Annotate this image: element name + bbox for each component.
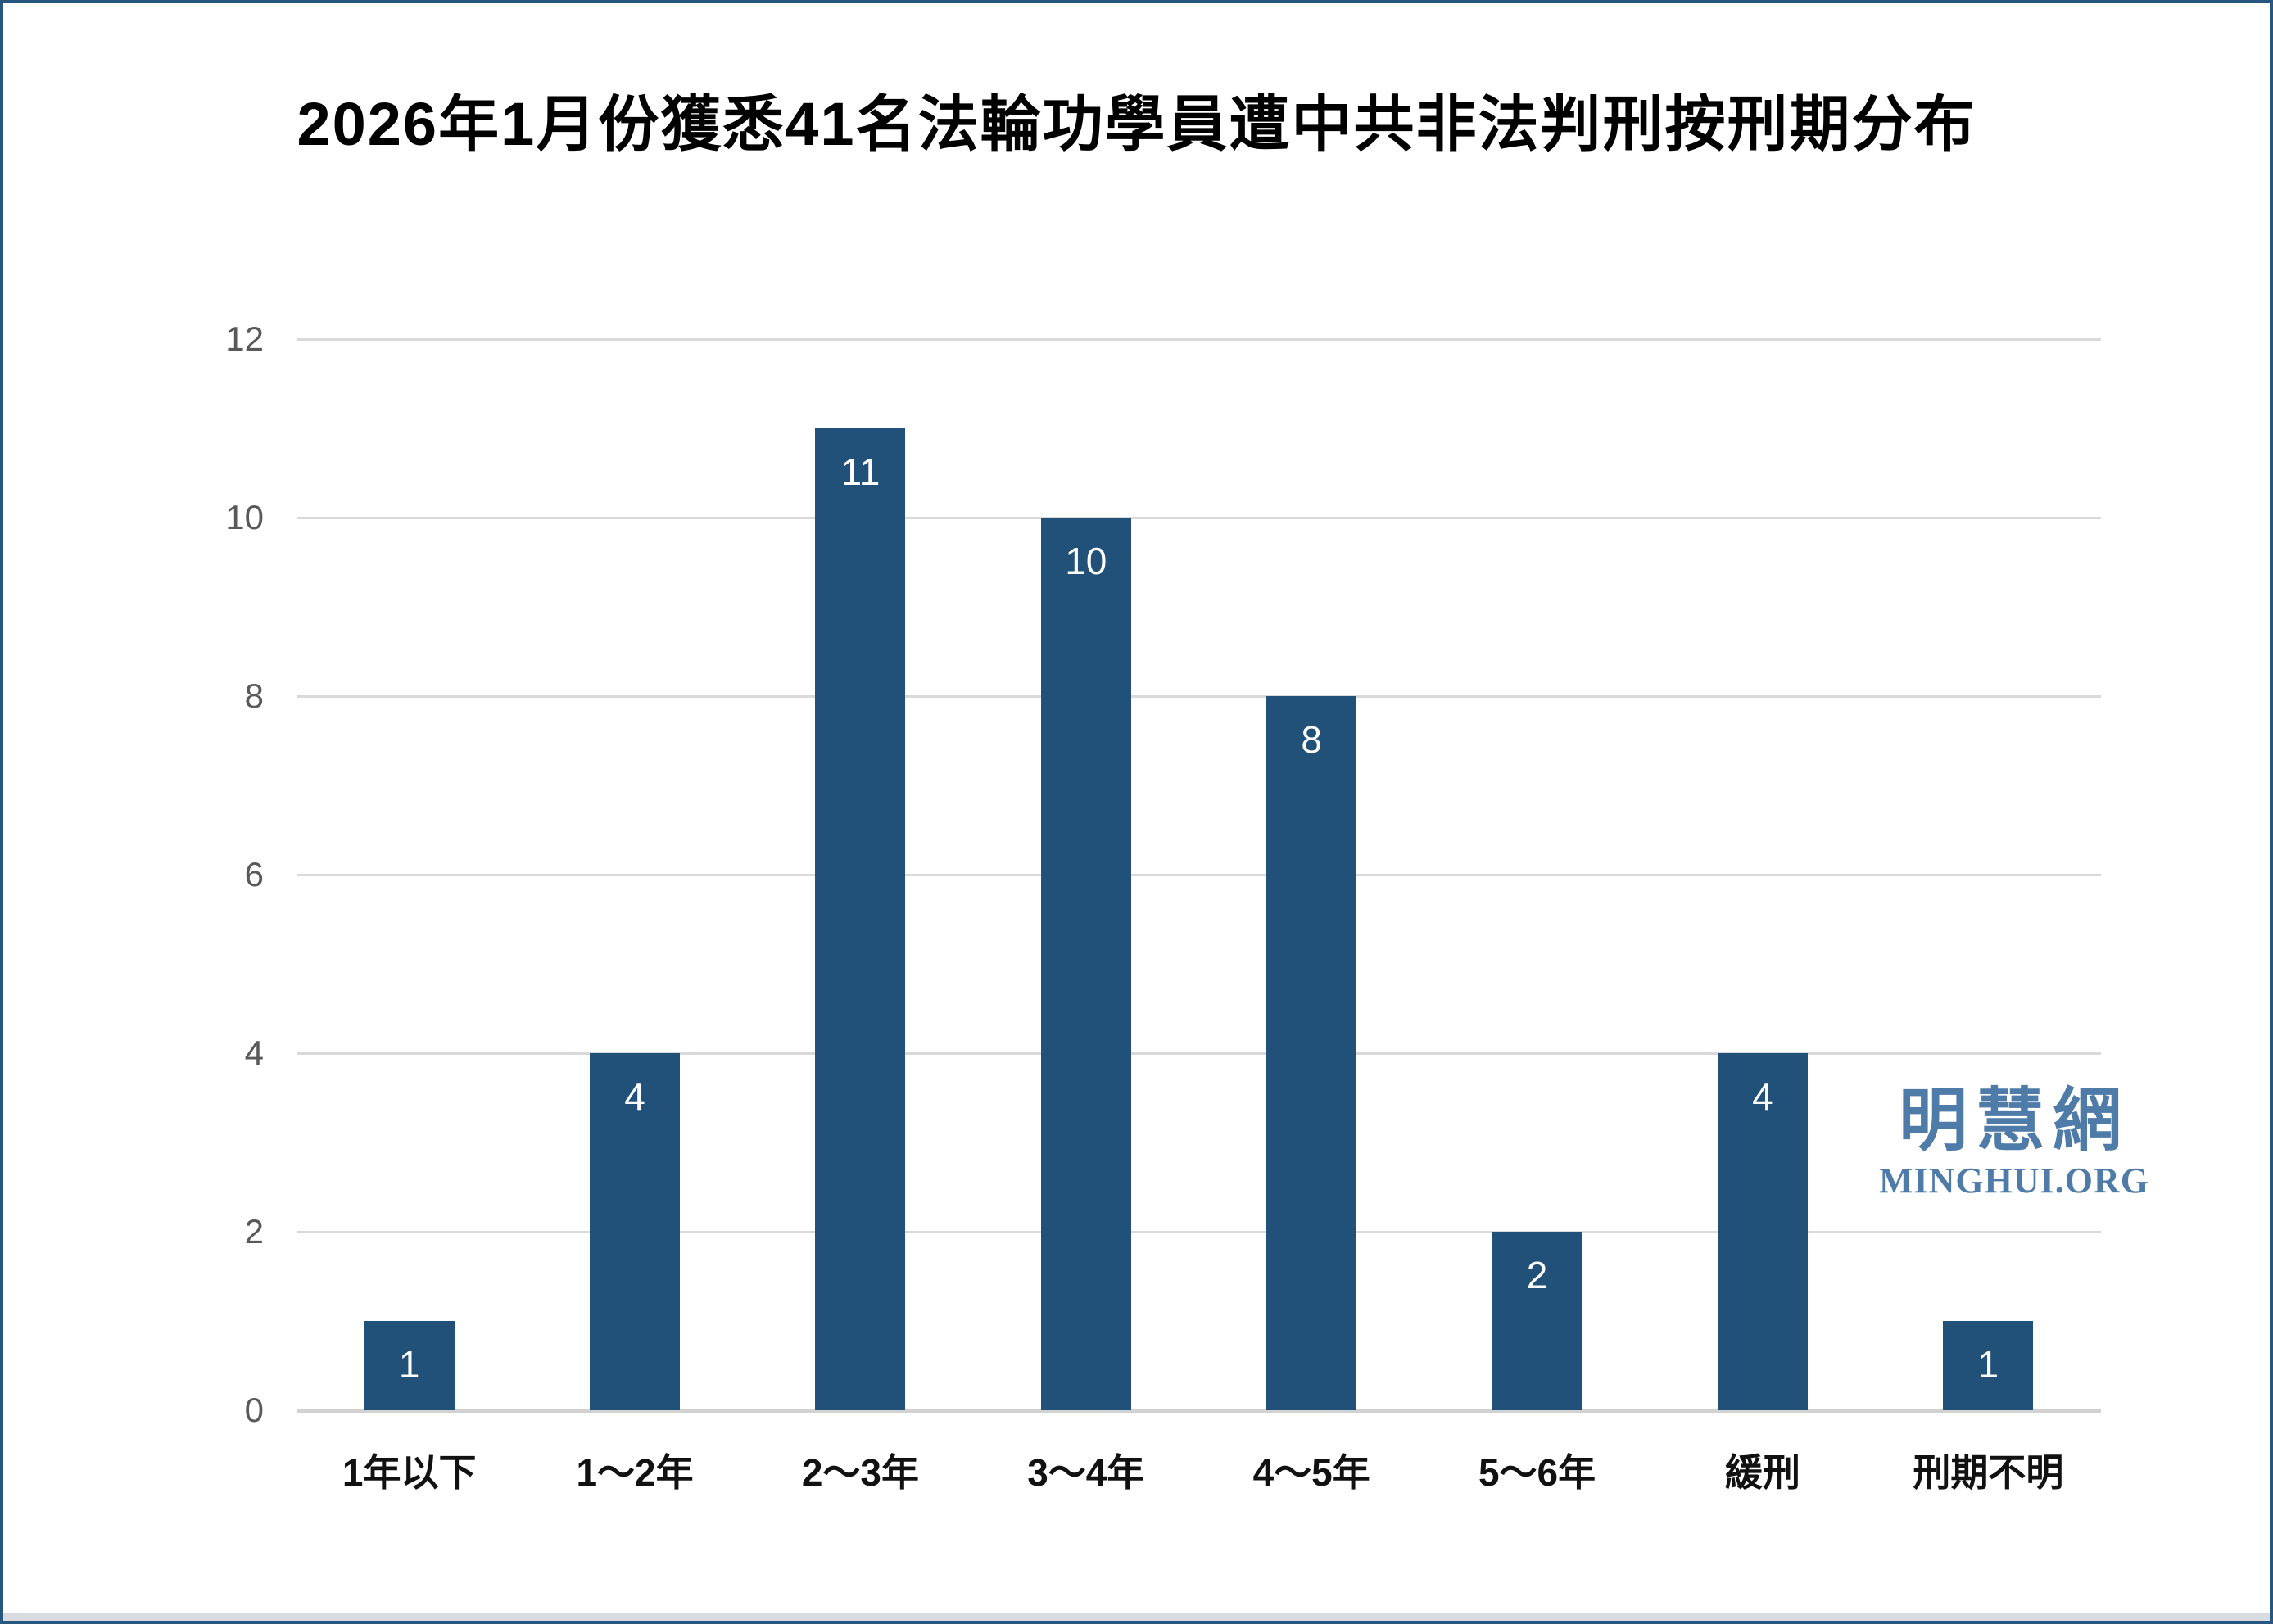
x-tick-label-4: 3～4年 — [1027, 1451, 1145, 1494]
bar-7: 4 — [1717, 1053, 1808, 1410]
x-tick-label-3: 2～3年 — [801, 1451, 920, 1494]
bar-value-label: 4 — [624, 1075, 645, 1118]
bar-3: 11 — [815, 428, 906, 1410]
bar-5: 8 — [1266, 696, 1357, 1410]
y-tick-label-6: 6 — [244, 855, 264, 893]
gridline-10 — [297, 517, 2101, 519]
bar-1: 1 — [364, 1321, 455, 1410]
gridline-8 — [297, 695, 2101, 698]
x-axis-line — [297, 1409, 2101, 1413]
bar-value-label: 10 — [1065, 540, 1107, 582]
bar-value-label: 1 — [1977, 1343, 1999, 1386]
minghui-logo: 明慧網 MINGHUI.ORG — [1879, 1083, 2149, 1201]
y-tick-label-10: 10 — [225, 498, 264, 536]
minghui-logo-cjk: 明慧網 — [1898, 1082, 2130, 1159]
bar-value-label: 8 — [1301, 718, 1322, 761]
gridline-4 — [297, 1052, 2101, 1055]
y-tick-label-0: 0 — [244, 1391, 264, 1429]
x-tick-label-2: 1～2年 — [576, 1451, 694, 1494]
bar-6: 2 — [1492, 1232, 1582, 1410]
bar-2: 4 — [590, 1053, 681, 1410]
gridline-6 — [297, 874, 2101, 876]
y-tick-label-8: 8 — [244, 676, 264, 715]
plot-area: 0 2 4 6 8 10 12 1 1年以下 4 1～2年 11 2～3年 10 3～4年 8 4～5年 2 5～6… — [225, 319, 2101, 1494]
gridline-2 — [297, 1231, 2101, 1233]
bar-4: 10 — [1040, 518, 1131, 1410]
x-tick-label-6: 5～6年 — [1478, 1451, 1596, 1494]
x-tick-label-7: 緩刑 — [1724, 1451, 1800, 1494]
bar-value-label: 4 — [1752, 1075, 1773, 1118]
x-tick-label-8: 刑期不明 — [1913, 1451, 2064, 1494]
bar-value-label: 2 — [1526, 1254, 1548, 1296]
gridline-12 — [297, 338, 2101, 341]
y-tick-label-4: 4 — [244, 1034, 264, 1072]
bar-value-label: 1 — [398, 1343, 420, 1386]
chart-title: 2026年1月份獲悉41名法輪功學員遭中共非法判刑按刑期分布 — [297, 90, 1976, 158]
y-tick-label-12: 12 — [225, 319, 264, 358]
x-tick-label-5: 4～5年 — [1252, 1451, 1370, 1494]
bar-8: 1 — [1943, 1321, 2034, 1410]
bottom-strip — [3, 1613, 2270, 1621]
bar-value-label: 11 — [840, 450, 881, 493]
minghui-logo-latin: MINGHUI.ORG — [1879, 1160, 2149, 1201]
y-tick-label-2: 2 — [244, 1212, 264, 1251]
x-tick-label-1: 1年以下 — [342, 1451, 477, 1494]
